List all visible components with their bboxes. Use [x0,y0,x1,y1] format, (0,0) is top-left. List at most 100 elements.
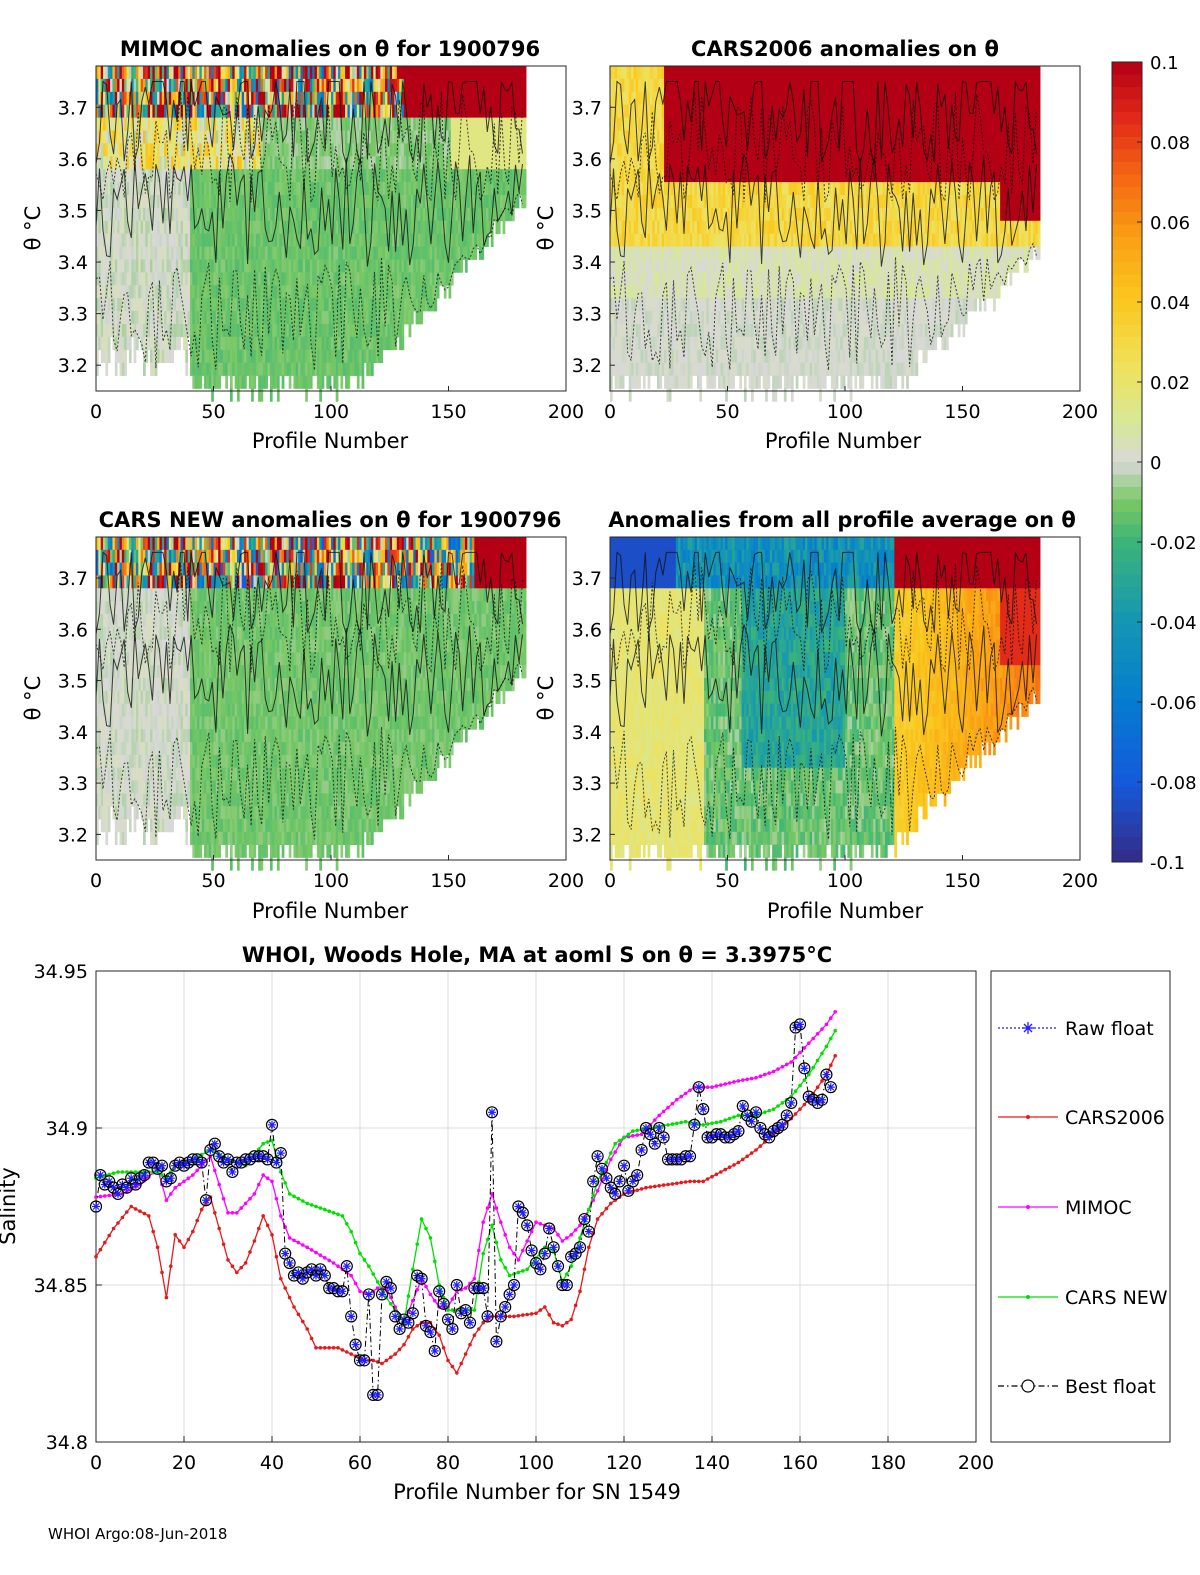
heatmap-cell [689,259,693,273]
heatmap-cell [373,143,377,157]
heatmap-cell [237,182,240,196]
heatmap-cell [314,285,318,299]
heatmap-cell [652,246,656,260]
heatmap-cell [375,66,379,80]
heatmap-cell [140,323,144,338]
heatmap-cell [680,117,684,131]
heatmap-cell [335,298,339,312]
heatmap-cell [164,207,167,222]
heatmap-cell [229,259,233,273]
heatmap-cell [450,259,454,273]
heatmap-cell [479,182,482,196]
heatmap-cell [293,194,297,209]
heatmap-cell [408,156,412,170]
heatmap-cell [192,169,196,183]
heatmap-cell [220,220,224,235]
heatmap-cell [368,220,372,235]
heatmap-cell [288,117,292,131]
heatmap-cell [319,272,322,286]
heatmap-cell [182,91,186,106]
heatmap-cell [507,66,510,80]
heatmap-cell [434,104,438,118]
heatmap-cell [633,91,637,106]
heatmap-cell [671,117,674,131]
heatmap-cell [624,207,627,222]
heatmap-cell [338,323,341,338]
heatmap-cell [244,66,247,80]
heatmap-cell [432,246,435,260]
heatmap-cell [375,272,379,286]
heatmap-cell [523,130,527,144]
heatmap-cell [237,117,240,131]
heatmap-cell [208,272,212,286]
heatmap-cell [267,207,271,222]
heatmap-cell [387,220,391,235]
heatmap-cell [392,104,395,118]
heatmap-cell [462,182,466,196]
heatmap-cell [215,336,219,351]
heatmap-cell [413,66,416,80]
heatmap-cell [96,323,99,338]
heatmap-cell [678,246,681,260]
heatmap-cell [145,130,149,144]
heatmap-cell [642,298,646,312]
heatmap-cell [678,220,681,235]
heatmap-cell [460,194,463,209]
heatmap-cell [253,78,257,93]
heatmap-cell [619,220,623,235]
heatmap-cell [500,182,503,196]
heatmap-cell [396,323,400,338]
heatmap-cell [234,272,238,286]
heatmap-cell [396,104,400,118]
heatmap-cell [114,207,118,222]
heatmap-cell [187,272,191,286]
heatmap-cell [114,285,118,299]
heatmap-cell [178,336,181,351]
heatmap-cell [157,233,160,247]
heatmap-cell [493,143,496,157]
heatmap-cell [523,78,527,93]
heatmap-cell [300,104,304,118]
heatmap-cell [274,375,278,389]
heatmap-cell [323,104,327,118]
heatmap-cell [429,143,433,157]
heatmap-cell [664,336,667,351]
heatmap-cell [649,78,653,93]
heatmap-cell [403,156,407,170]
heatmap-cell [699,311,703,325]
heatmap-cell [331,246,334,260]
heatmap-cell [194,207,198,222]
heatmap-cell [105,117,109,131]
heatmap-cell [481,207,485,222]
heatmap-cell [675,246,679,260]
heatmap-cell [126,156,130,170]
heatmap-cell [661,130,665,144]
heatmap-cell [154,104,158,118]
heatmap-cell [429,194,433,209]
heatmap-cell [497,78,501,93]
heatmap-cell [640,91,644,106]
heatmap-cell [474,220,478,235]
heatmap-cell [422,156,426,170]
heatmap-cell [642,233,646,247]
heatmap-cell [286,182,290,196]
heatmap-cell [110,104,113,118]
heatmap-cell [657,285,660,299]
heatmap-cell [455,117,459,131]
heatmap-cell [521,104,525,118]
heatmap-cell [248,207,252,222]
heatmap-cell [363,311,367,325]
heatmap-cell [168,285,172,299]
heatmap-cell [114,169,118,183]
heatmap-cell [434,143,438,157]
heatmap-cell [222,182,226,196]
heatmap-cell [394,117,398,131]
heatmap-cell [168,233,172,247]
heatmap-cell [175,207,179,222]
heatmap-cell [157,104,160,118]
heatmap-cell [281,169,285,183]
heatmap-cell [213,336,217,351]
heatmap-cell [666,362,670,376]
heatmap-cell [213,298,217,312]
heatmap-cell [126,91,130,106]
